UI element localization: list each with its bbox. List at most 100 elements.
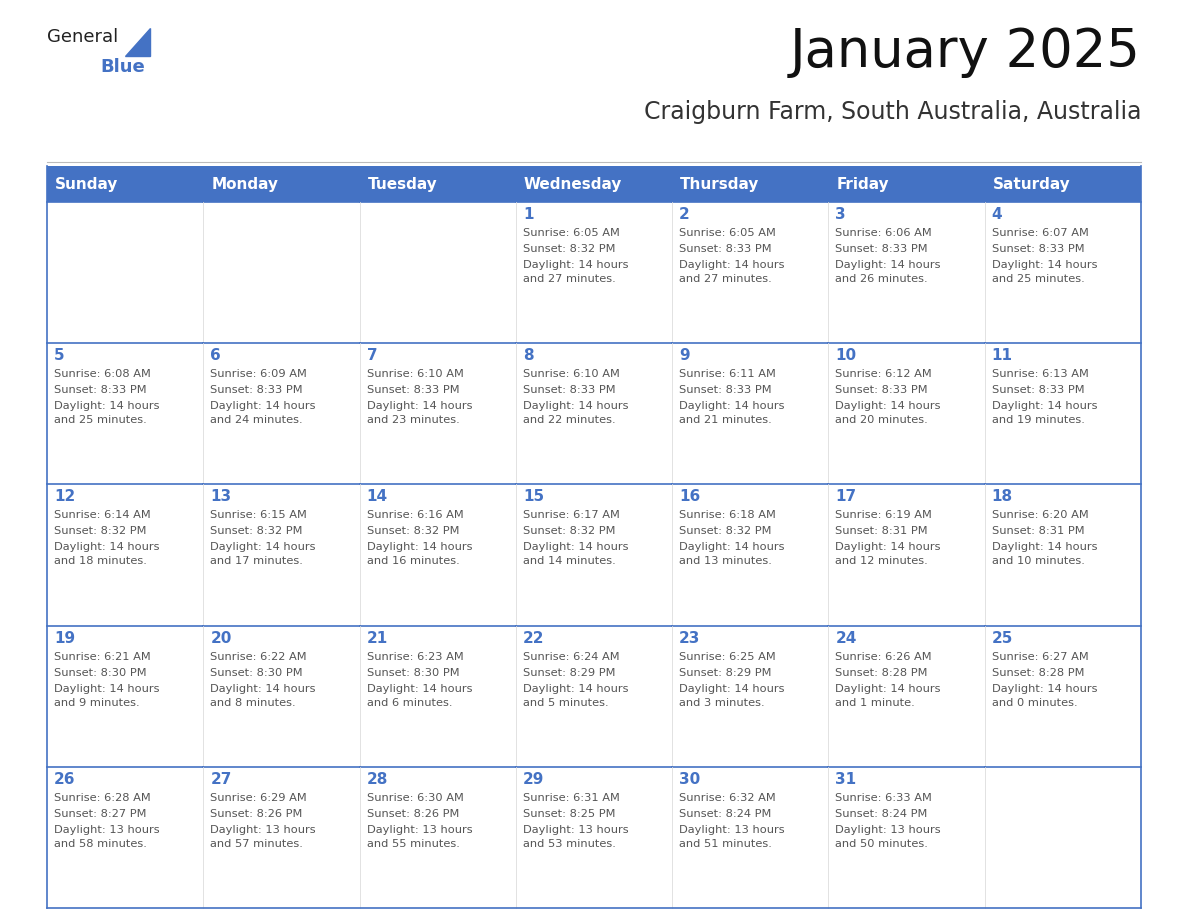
Text: 25: 25 [992, 631, 1013, 645]
Text: Daylight: 14 hours: Daylight: 14 hours [992, 401, 1098, 411]
Text: 22: 22 [523, 631, 544, 645]
Text: Sunset: 8:29 PM: Sunset: 8:29 PM [523, 667, 615, 677]
Text: Sunrise: 6:11 AM: Sunrise: 6:11 AM [680, 369, 776, 379]
Bar [516, 485, 672, 625]
Text: 19: 19 [53, 631, 75, 645]
Bar [828, 343, 985, 485]
Text: and 25 minutes.: and 25 minutes. [53, 415, 147, 425]
Text: Daylight: 14 hours: Daylight: 14 hours [367, 401, 472, 411]
Text: Sunrise: 6:08 AM: Sunrise: 6:08 AM [53, 369, 151, 379]
Text: Daylight: 14 hours: Daylight: 14 hours [210, 401, 316, 411]
Text: and 12 minutes.: and 12 minutes. [835, 556, 928, 566]
Bar [985, 343, 1140, 485]
Text: Sunset: 8:33 PM: Sunset: 8:33 PM [367, 386, 460, 396]
Bar [672, 343, 828, 485]
Text: 14: 14 [367, 489, 387, 504]
Text: Sunset: 8:31 PM: Sunset: 8:31 PM [992, 526, 1085, 536]
Text: Wednesday: Wednesday [524, 176, 623, 192]
Bar [672, 202, 828, 343]
Text: Sunset: 8:32 PM: Sunset: 8:32 PM [53, 526, 146, 536]
Text: and 27 minutes.: and 27 minutes. [523, 274, 615, 284]
Text: and 3 minutes.: and 3 minutes. [680, 698, 765, 708]
Text: Sunset: 8:24 PM: Sunset: 8:24 PM [835, 809, 928, 819]
Text: and 14 minutes.: and 14 minutes. [523, 556, 615, 566]
Text: Daylight: 13 hours: Daylight: 13 hours [367, 824, 472, 834]
Text: Daylight: 14 hours: Daylight: 14 hours [367, 684, 472, 694]
Text: Daylight: 13 hours: Daylight: 13 hours [523, 824, 628, 834]
Text: Sunset: 8:32 PM: Sunset: 8:32 PM [523, 526, 615, 536]
Text: 24: 24 [835, 631, 857, 645]
Text: and 20 minutes.: and 20 minutes. [835, 415, 928, 425]
Text: Sunset: 8:32 PM: Sunset: 8:32 PM [367, 526, 459, 536]
Text: and 27 minutes.: and 27 minutes. [680, 274, 772, 284]
Bar [203, 202, 360, 343]
Bar [516, 625, 672, 767]
Text: Sunset: 8:26 PM: Sunset: 8:26 PM [367, 809, 459, 819]
Text: Sunrise: 6:16 AM: Sunrise: 6:16 AM [367, 510, 463, 521]
Text: Daylight: 14 hours: Daylight: 14 hours [53, 401, 159, 411]
Text: 7: 7 [367, 348, 378, 364]
Text: 27: 27 [210, 772, 232, 787]
Text: Sunset: 8:33 PM: Sunset: 8:33 PM [835, 244, 928, 254]
Text: and 1 minute.: and 1 minute. [835, 698, 915, 708]
Text: Sunset: 8:33 PM: Sunset: 8:33 PM [835, 386, 928, 396]
Text: Daylight: 14 hours: Daylight: 14 hours [523, 260, 628, 270]
Text: and 55 minutes.: and 55 minutes. [367, 839, 460, 849]
Text: and 26 minutes.: and 26 minutes. [835, 274, 928, 284]
Text: and 13 minutes.: and 13 minutes. [680, 556, 772, 566]
Text: and 53 minutes.: and 53 minutes. [523, 839, 615, 849]
Text: Sunrise: 6:31 AM: Sunrise: 6:31 AM [523, 793, 620, 803]
Text: Sunrise: 6:10 AM: Sunrise: 6:10 AM [367, 369, 463, 379]
Text: Sunrise: 6:28 AM: Sunrise: 6:28 AM [53, 793, 151, 803]
Text: Sunset: 8:27 PM: Sunset: 8:27 PM [53, 809, 146, 819]
Text: Sunset: 8:29 PM: Sunset: 8:29 PM [680, 667, 772, 677]
Text: Sunset: 8:33 PM: Sunset: 8:33 PM [210, 386, 303, 396]
Text: Daylight: 14 hours: Daylight: 14 hours [523, 543, 628, 553]
Bar [48, 625, 203, 767]
Text: Daylight: 14 hours: Daylight: 14 hours [680, 401, 784, 411]
Text: Sunset: 8:26 PM: Sunset: 8:26 PM [210, 809, 303, 819]
Bar [203, 625, 360, 767]
Text: Sunrise: 6:18 AM: Sunrise: 6:18 AM [680, 510, 776, 521]
Text: 4: 4 [992, 207, 1003, 222]
Text: Daylight: 14 hours: Daylight: 14 hours [835, 543, 941, 553]
Text: Daylight: 14 hours: Daylight: 14 hours [367, 543, 472, 553]
Bar [203, 767, 360, 908]
Text: Thursday: Thursday [681, 176, 759, 192]
Text: Sunrise: 6:09 AM: Sunrise: 6:09 AM [210, 369, 308, 379]
Text: 16: 16 [680, 489, 701, 504]
Text: Sunset: 8:33 PM: Sunset: 8:33 PM [680, 386, 772, 396]
Text: Friday: Friday [836, 176, 889, 192]
Bar [360, 202, 516, 343]
Text: Daylight: 14 hours: Daylight: 14 hours [523, 684, 628, 694]
Text: 28: 28 [367, 772, 388, 787]
Text: 8: 8 [523, 348, 533, 364]
Text: Sunset: 8:24 PM: Sunset: 8:24 PM [680, 809, 771, 819]
Text: General: General [48, 28, 119, 46]
Text: Daylight: 13 hours: Daylight: 13 hours [835, 824, 941, 834]
Text: Sunrise: 6:19 AM: Sunrise: 6:19 AM [835, 510, 933, 521]
Text: 30: 30 [680, 772, 701, 787]
Text: Sunset: 8:31 PM: Sunset: 8:31 PM [835, 526, 928, 536]
Text: and 19 minutes.: and 19 minutes. [992, 415, 1085, 425]
Text: 1: 1 [523, 207, 533, 222]
Bar [828, 767, 985, 908]
Text: Sunrise: 6:07 AM: Sunrise: 6:07 AM [992, 228, 1088, 238]
Bar [828, 485, 985, 625]
Bar [672, 485, 828, 625]
Bar [48, 166, 1140, 202]
Text: 17: 17 [835, 489, 857, 504]
Text: and 25 minutes.: and 25 minutes. [992, 274, 1085, 284]
Text: 3: 3 [835, 207, 846, 222]
Bar [516, 202, 672, 343]
Text: Daylight: 14 hours: Daylight: 14 hours [992, 543, 1098, 553]
Text: Sunset: 8:28 PM: Sunset: 8:28 PM [835, 667, 928, 677]
Text: Sunrise: 6:21 AM: Sunrise: 6:21 AM [53, 652, 151, 662]
Text: and 0 minutes.: and 0 minutes. [992, 698, 1078, 708]
Text: 2: 2 [680, 207, 690, 222]
Text: Sunset: 8:25 PM: Sunset: 8:25 PM [523, 809, 615, 819]
Text: Daylight: 14 hours: Daylight: 14 hours [680, 684, 784, 694]
Bar [48, 202, 203, 343]
Text: and 57 minutes.: and 57 minutes. [210, 839, 303, 849]
Text: and 16 minutes.: and 16 minutes. [367, 556, 460, 566]
